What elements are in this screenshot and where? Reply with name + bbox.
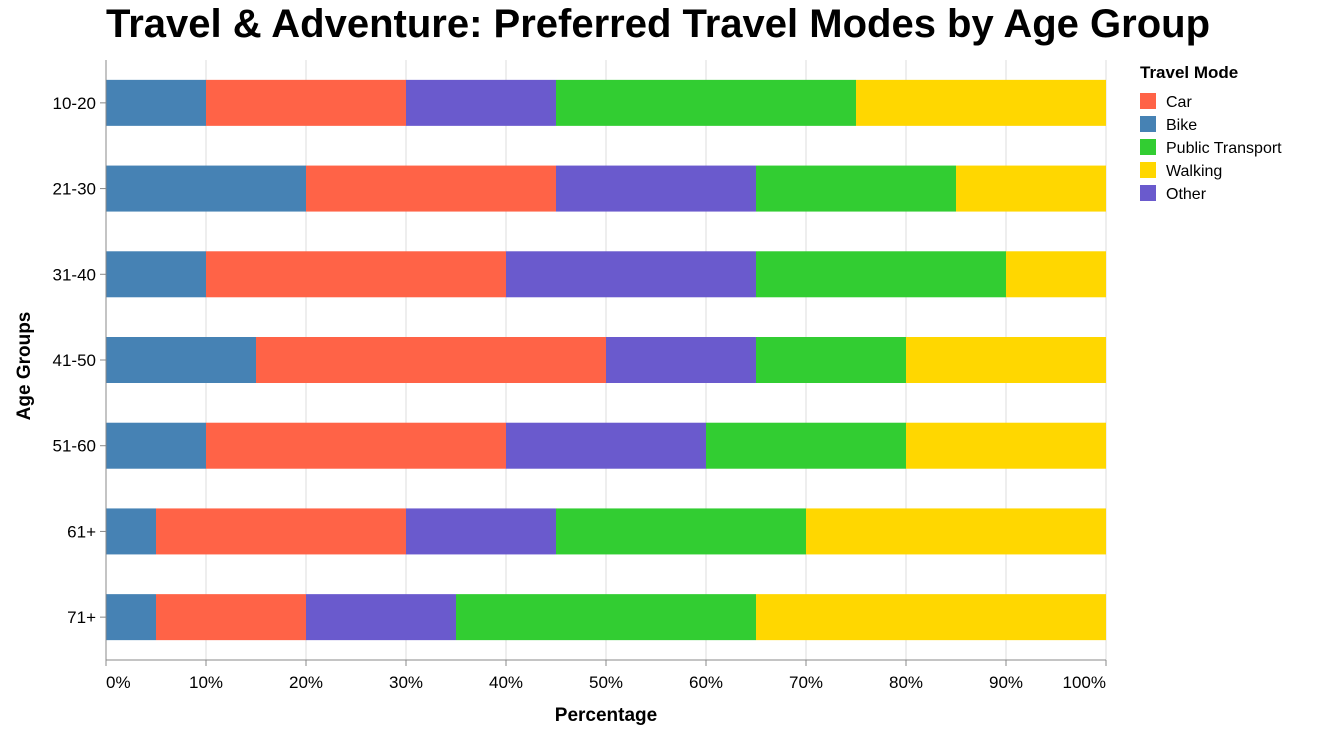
bar-segment: [106, 508, 156, 555]
bar-segment: [606, 337, 756, 383]
chart-title: Travel & Adventure: Preferred Travel Mod…: [106, 2, 1211, 46]
x-axis-title: Percentage: [555, 705, 657, 726]
legend-label: Bike: [1166, 117, 1197, 134]
y-axis-title: Age Groups: [14, 312, 35, 421]
legend-label: Other: [1166, 186, 1207, 203]
bar-segment: [756, 337, 906, 383]
legend-label: Public Transport: [1166, 140, 1282, 157]
bar-segment: [906, 337, 1106, 383]
bar-segment: [506, 251, 756, 298]
x-tick-label: 70%: [789, 673, 823, 692]
bar-segment: [806, 508, 1106, 555]
x-tick-label: 100%: [1063, 673, 1106, 692]
bar-segment: [256, 337, 606, 383]
x-tick-label: 90%: [989, 673, 1023, 692]
bar-segment: [156, 594, 306, 641]
legend-swatch: [1140, 162, 1156, 178]
legend-label: Car: [1166, 94, 1192, 111]
bar-segment: [456, 594, 756, 641]
y-tick-label: 10-20: [53, 94, 96, 113]
bar-segment: [556, 508, 806, 555]
x-tick-label: 10%: [189, 673, 223, 692]
bar-segment: [106, 422, 206, 469]
legend-swatch: [1140, 185, 1156, 201]
bar-segment: [306, 594, 456, 641]
bar-segment: [206, 251, 506, 298]
axes: 0% 10% 20% 30% 40% 50% 60% 70% 80% 90% 100% 10-20 21…: [53, 60, 1107, 692]
bar-segment: [756, 165, 956, 212]
bar-segment: [106, 79, 206, 126]
y-tick-label: 71+: [67, 608, 96, 627]
legend-swatch: [1140, 93, 1156, 109]
bar-segment: [706, 422, 906, 469]
y-tick-label: 61+: [67, 522, 96, 541]
legend-swatch: [1140, 139, 1156, 155]
bar-segment: [756, 251, 1006, 298]
x-tick-label: 40%: [489, 673, 523, 692]
x-tick-label: 20%: [289, 673, 323, 692]
bar-segment: [956, 165, 1106, 212]
bar-segment: [106, 251, 206, 298]
bar-segment: [156, 508, 406, 555]
bar-segment: [106, 337, 256, 383]
bar-segment: [306, 165, 556, 212]
y-tick-label: 51-60: [53, 437, 96, 456]
bar-segment: [556, 165, 756, 212]
bar-segment: [756, 594, 1106, 641]
bar-segments: [106, 79, 1106, 641]
bar-segment: [106, 594, 156, 641]
y-tick-label: 21-30: [53, 180, 96, 199]
bar-segment: [106, 165, 306, 212]
bar-segment: [906, 422, 1106, 469]
bar-segment: [206, 422, 506, 469]
y-tick-label: 41-50: [53, 351, 96, 370]
bar-segment: [506, 422, 706, 469]
x-tick-label: 0%: [106, 673, 131, 692]
legend-swatch: [1140, 116, 1156, 132]
legend-label: Walking: [1166, 163, 1222, 180]
x-tick-label: 30%: [389, 673, 423, 692]
bar-segment: [406, 79, 556, 126]
legend-title: Travel Mode: [1140, 63, 1238, 82]
bar-segment: [406, 508, 556, 555]
bar-segment: [556, 79, 856, 126]
y-tick-label: 31-40: [53, 265, 96, 284]
bar-segment: [856, 79, 1106, 126]
x-tick-label: 50%: [589, 673, 623, 692]
x-tick-label: 60%: [689, 673, 723, 692]
x-tick-label: 80%: [889, 673, 923, 692]
legend: Travel Mode Car Bike Public Transport Walki…: [1140, 63, 1282, 203]
bar-segment: [206, 79, 406, 126]
bar-segment: [1006, 251, 1106, 298]
